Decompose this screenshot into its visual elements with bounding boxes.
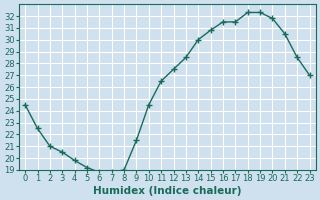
- X-axis label: Humidex (Indice chaleur): Humidex (Indice chaleur): [93, 186, 242, 196]
